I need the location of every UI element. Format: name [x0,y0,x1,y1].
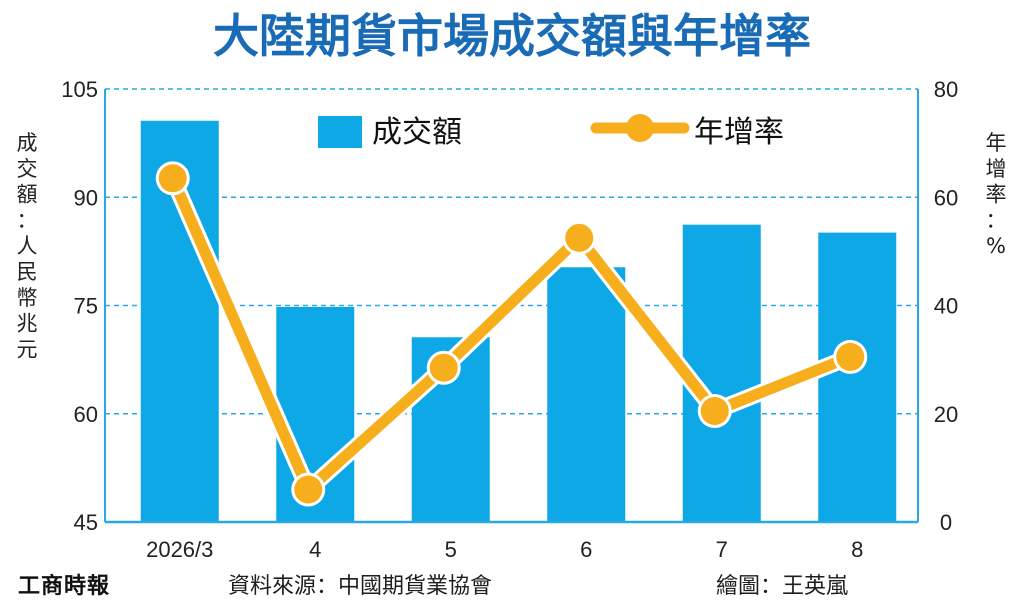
right-axis-title: 年增率：% [986,131,1007,258]
publisher-logo: 工商時報 [18,573,111,599]
right-tick-label: 80 [934,77,958,102]
bar [818,232,897,522]
line-marker [700,397,729,426]
bar [547,267,626,522]
left-axis-title: 成交額：人民幣兆元 [17,131,38,361]
gridlines [105,88,918,415]
line-path [167,172,856,496]
left-tick-label: 75 [74,294,98,319]
left-tick-label: 90 [74,185,98,210]
chart-title: 大陸期貨市場成交額與年增率 [213,10,811,62]
right-tick-label: 20 [934,402,958,427]
x-tick-label: 4 [309,537,321,562]
line-marker [294,475,323,504]
right-tick-label: 60 [934,185,958,210]
left-tick-label: 60 [74,402,98,427]
line-marker [158,164,187,193]
left-tick-label: 45 [74,510,98,535]
source-note: 資料來源：中國期貨業協會 [228,574,493,599]
axis-labels: 成交額：人民幣兆元 年增率：% [17,131,1007,361]
x-tick-label: 8 [851,537,863,562]
line-marker [429,353,458,382]
x-tick-label: 7 [716,537,728,562]
legend-bar-swatch [318,116,362,148]
right-tick-label: 0 [940,510,952,535]
bar-series [140,120,897,523]
line-marker [836,342,865,371]
left-tick-label: 105 [61,77,98,102]
right-tick-label: 40 [934,294,958,319]
legend-bar-label: 成交額 [372,115,462,150]
credit-note: 繪圖：王英嵐 [716,574,849,599]
line-series [155,161,868,507]
line-marker [565,223,594,252]
legend-line-marker [626,114,654,142]
x-tick-label: 2026/3 [146,537,213,562]
legend-line-label: 年增率 [694,115,784,150]
legend: 成交額 年增率 [318,114,784,150]
x-tick-label: 5 [445,537,457,562]
x-tick-label: 6 [580,537,592,562]
